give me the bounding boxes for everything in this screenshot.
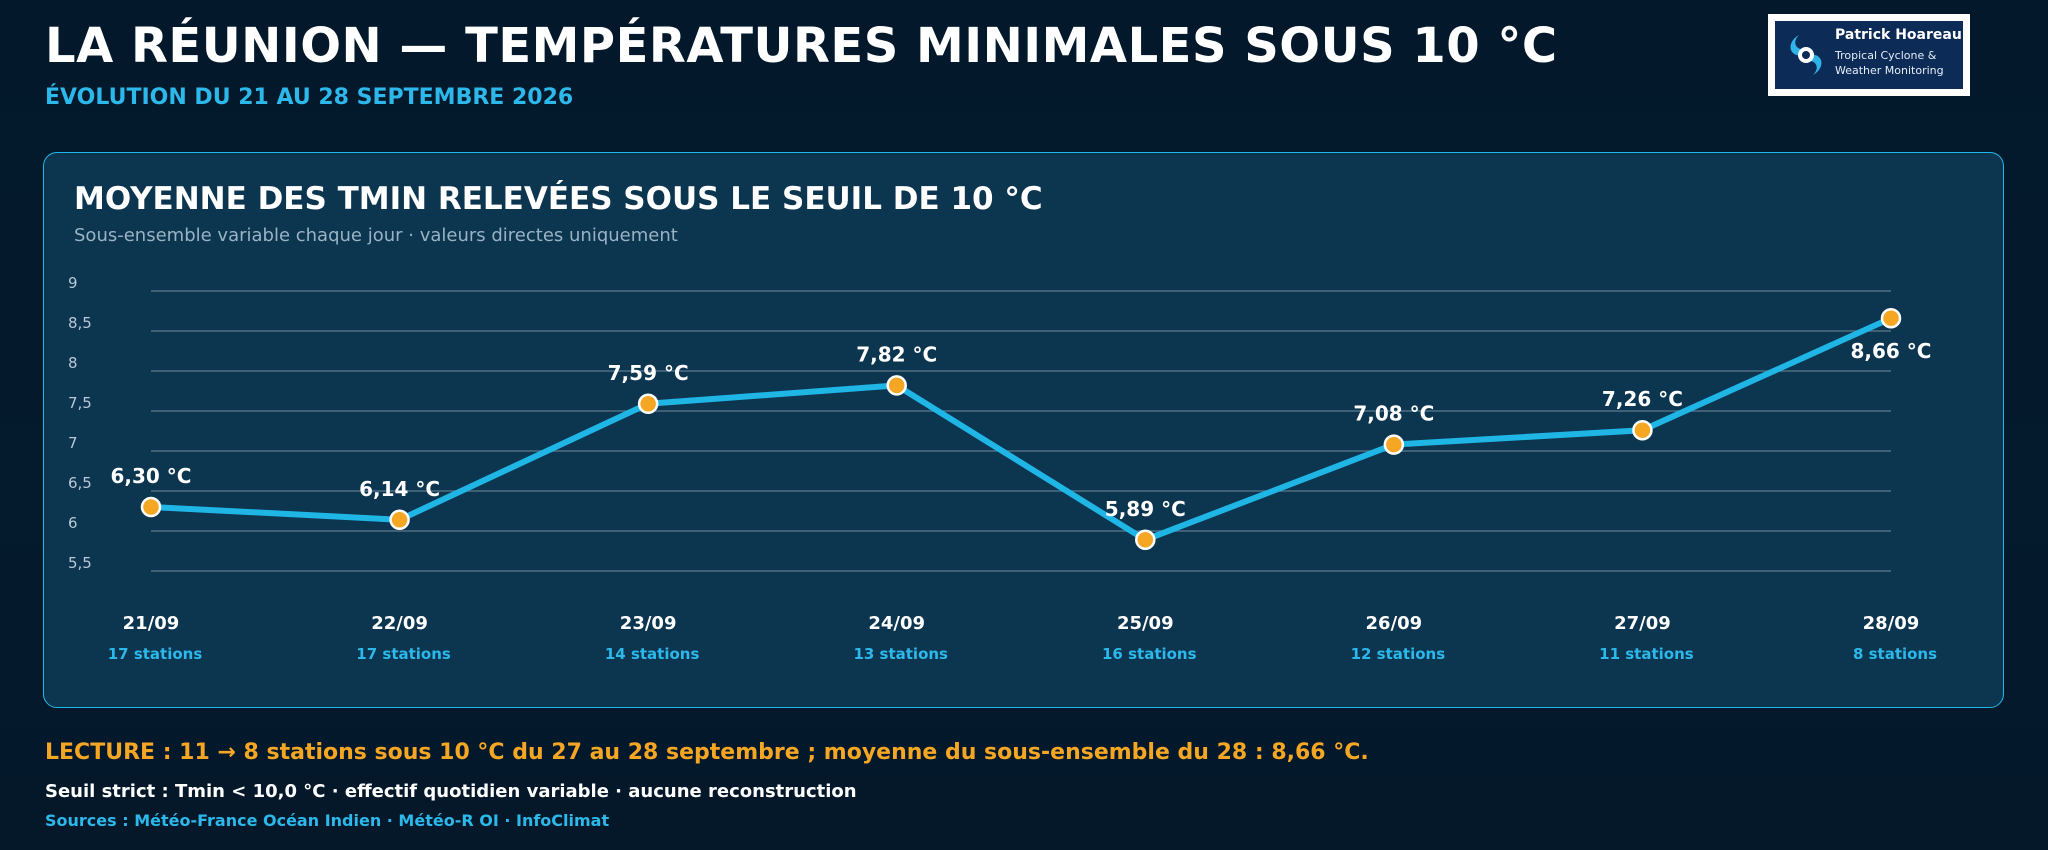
x-tick-label: 28/09	[1863, 613, 1920, 634]
data-point	[1632, 419, 1653, 441]
y-tick-label: 7	[68, 434, 78, 452]
station-count: 16 stations	[1102, 645, 1197, 663]
station-count: 14 stations	[605, 645, 700, 663]
data-point	[1135, 529, 1156, 551]
data-label: 5,89 °C	[1105, 497, 1186, 521]
data-point	[389, 509, 410, 531]
data-label: 7,08 °C	[1353, 402, 1434, 426]
y-tick-label: 5,5	[68, 554, 92, 572]
data-label: 6,30 °C	[111, 464, 192, 488]
x-tick-label: 24/09	[868, 613, 925, 634]
y-tick-label: 8,5	[68, 314, 92, 332]
station-count: 17 stations	[356, 645, 451, 663]
data-label: 8,66 °C	[1851, 339, 1932, 363]
station-count: 12 stations	[1351, 645, 1446, 663]
data-label: 7,26 °C	[1602, 387, 1683, 411]
y-tick-label: 6	[68, 514, 78, 532]
y-tick-label: 9	[68, 274, 78, 292]
cyclone-icon	[1790, 35, 1822, 75]
page-subtitle: ÉVOLUTION DU 21 AU 28 SEPTEMBRE 2026	[45, 85, 574, 110]
series-line	[148, 315, 1894, 543]
page-title: LA RÉUNION — TEMPÉRATURES MINIMALES SOUS…	[45, 18, 1558, 74]
y-tick-label: 6,5	[68, 474, 92, 492]
data-label: 7,59 °C	[608, 361, 689, 385]
data-label: 7,82 °C	[856, 342, 937, 366]
x-tick-label: 22/09	[371, 613, 428, 634]
x-tick-label: 23/09	[620, 613, 677, 634]
logo-name: Patrick Hoareau	[1835, 27, 1962, 43]
data-label: 6,14 °C	[359, 477, 440, 501]
x-tick-label: 27/09	[1614, 613, 1671, 634]
sources-note: Sources : Météo-France Océan Indien · Mé…	[45, 811, 610, 830]
y-tick-label: 8	[68, 354, 78, 372]
data-point	[1880, 307, 1902, 329]
reading-note: LECTURE : 11 → 8 stations sous 10 °C du …	[45, 740, 1369, 765]
station-count: 17 stations	[108, 645, 203, 663]
chart-subtitle: Sous-ensemble variable chaque jour · val…	[74, 225, 678, 246]
brand-logo: Patrick Hoareau Tropical Cyclone & Weath…	[1768, 14, 1970, 96]
chart-panel: MOYENNE DES TMIN RELEVÉES SOUS LE SEUIL …	[43, 152, 2004, 708]
chart-title: MOYENNE DES TMIN RELEVÉES SOUS LE SEUIL …	[74, 181, 1043, 217]
x-tick-label: 21/09	[123, 613, 180, 634]
station-count: 11 stations	[1599, 645, 1694, 663]
x-tick-label: 26/09	[1366, 613, 1423, 634]
threshold-note: Seuil strict : Tmin < 10,0 °C · effectif…	[45, 781, 857, 802]
x-tick-label: 25/09	[1117, 613, 1174, 634]
station-count: 13 stations	[853, 645, 948, 663]
logo-tagline: Tropical Cyclone & Weather Monitoring	[1835, 49, 1944, 77]
data-point	[140, 496, 162, 518]
data-point	[637, 393, 659, 415]
data-point	[886, 375, 907, 396]
station-count: 8 stations	[1853, 645, 1937, 663]
line-chart: 5,5 6 6,5 7 7,5 8 8,5 9 6,30 °C 6,14 °C 7,59 °C 7,8…	[68, 274, 1937, 663]
data-point	[1383, 434, 1405, 455]
y-tick-label: 7,5	[68, 394, 92, 412]
